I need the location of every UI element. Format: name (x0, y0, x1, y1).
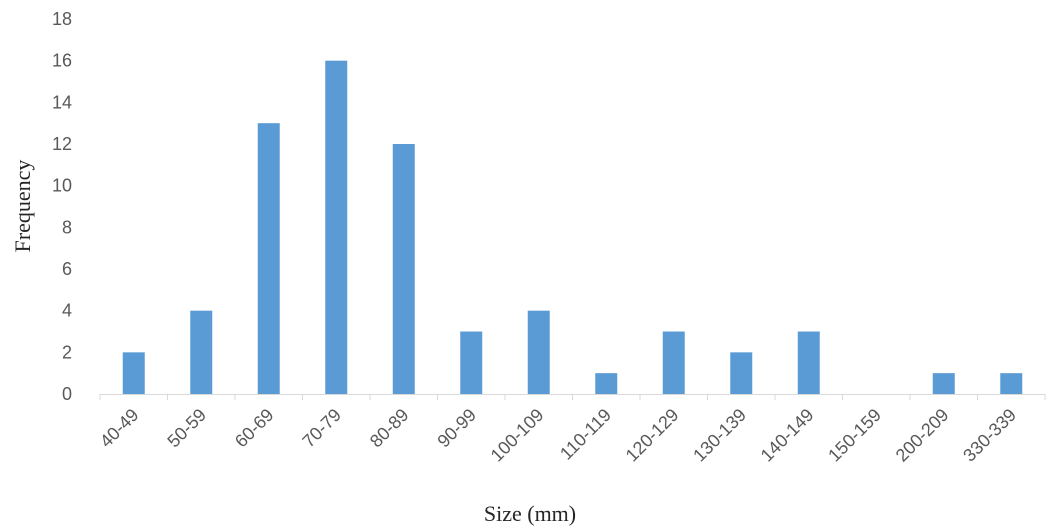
y-tick-label: 0 (62, 384, 72, 404)
x-tick-label: 150-159 (824, 405, 885, 466)
bar (662, 331, 685, 394)
bar (932, 373, 955, 394)
x-tick-label: 110-119 (556, 405, 615, 464)
y-tick-label: 12 (52, 134, 72, 154)
bar (1000, 373, 1023, 394)
x-tick-label: 70-79 (298, 405, 345, 452)
y-tick-label: 6 (62, 259, 72, 279)
x-tick-label: 60-69 (231, 405, 278, 452)
x-tick-label: 100-109 (487, 405, 548, 466)
x-axis-tick-labels: 40-49 50-59 60-69 70-79 80-89 90-99 100-109 110… (96, 405, 1020, 466)
bar (595, 373, 618, 394)
y-tick-label: 10 (52, 176, 72, 196)
x-tick-label: 80-89 (366, 405, 413, 452)
bar (797, 331, 820, 394)
bar (190, 310, 213, 394)
x-axis-title: Size (mm) (484, 501, 576, 526)
bar (460, 331, 483, 394)
y-tick-label: 8 (62, 217, 72, 237)
bar (730, 352, 753, 394)
bar (257, 123, 280, 395)
x-tick-label: 130-139 (689, 405, 750, 466)
bars (122, 60, 1023, 395)
x-tick-label: 200-209 (892, 405, 953, 466)
y-tick-label: 2 (62, 342, 72, 362)
x-tick-label: 120-129 (622, 405, 683, 466)
x-axis-ticks (99, 394, 1046, 400)
x-tick-label: 140-149 (757, 405, 818, 466)
bar (325, 60, 348, 395)
y-tick-label: 16 (52, 51, 72, 71)
x-tick-label: 330-339 (959, 405, 1020, 466)
bar (122, 352, 145, 394)
x-tick-label: 40-49 (96, 405, 143, 452)
bar (392, 144, 415, 394)
y-axis-tick-labels: 0 2 4 6 8 10 12 14 16 18 (52, 9, 72, 404)
y-tick-label: 14 (52, 92, 72, 112)
x-tick-label: 90-99 (433, 405, 480, 452)
x-tick-label: 50-59 (163, 405, 210, 452)
y-tick-label: 18 (52, 9, 72, 29)
y-axis-title: Frequency (10, 160, 35, 253)
y-tick-label: 4 (62, 301, 72, 321)
bar (527, 310, 550, 394)
